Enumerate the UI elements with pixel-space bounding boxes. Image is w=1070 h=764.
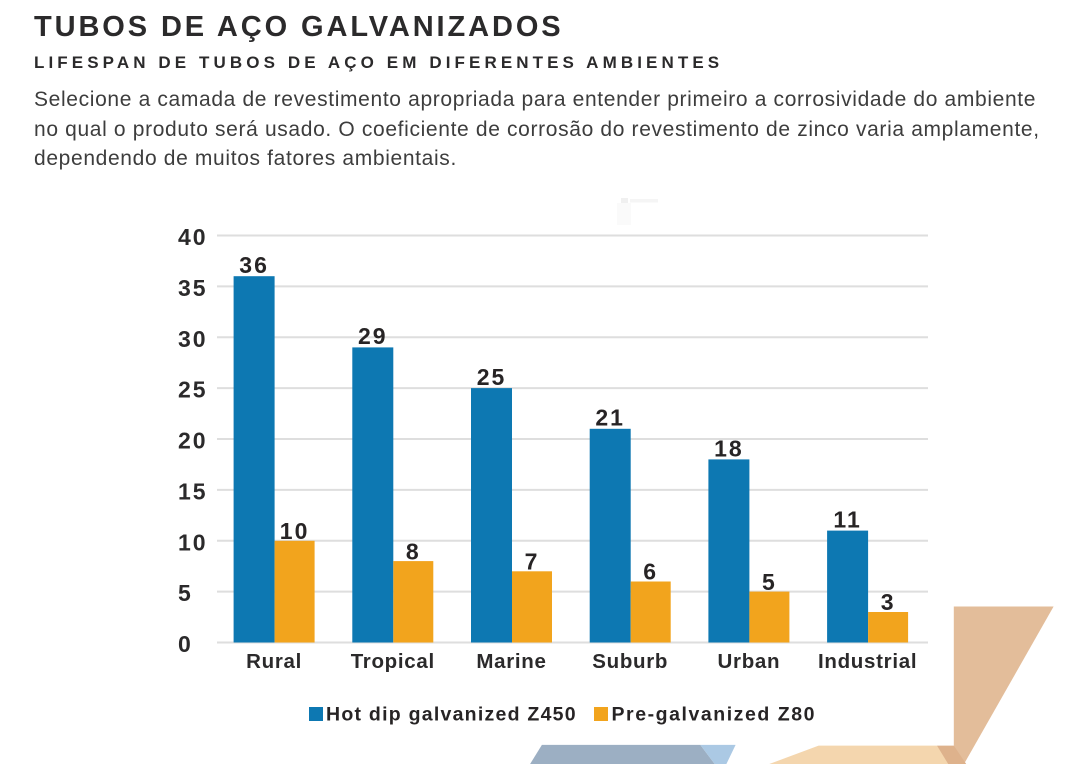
svg-text:29: 29 (358, 323, 388, 349)
svg-text:Rural: Rural (246, 650, 302, 673)
svg-text:10: 10 (178, 529, 208, 555)
svg-text:7: 7 (525, 549, 540, 575)
svg-text:20: 20 (178, 428, 208, 454)
svg-text:Hot dip galvanized Z450: Hot dip galvanized Z450 (326, 704, 577, 726)
svg-text:5: 5 (762, 569, 777, 595)
svg-text:10: 10 (280, 518, 310, 544)
svg-text:21: 21 (595, 405, 625, 431)
svg-text:25: 25 (178, 377, 208, 403)
svg-text:Industrial: Industrial (818, 650, 917, 673)
svg-text:5: 5 (178, 580, 193, 606)
svg-text:15: 15 (178, 478, 208, 504)
svg-text:11: 11 (833, 507, 861, 533)
svg-text:Suburb: Suburb (592, 650, 668, 673)
svg-text:6: 6 (643, 559, 658, 585)
svg-text:36: 36 (239, 252, 269, 278)
svg-text:40: 40 (178, 224, 208, 250)
svg-text:Pre-galvanized Z80: Pre-galvanized Z80 (612, 704, 817, 726)
svg-text:Tropical: Tropical (351, 650, 435, 673)
svg-text:0: 0 (178, 631, 193, 657)
svg-text:30: 30 (178, 326, 208, 352)
svg-text:8: 8 (406, 538, 421, 564)
svg-text:25: 25 (477, 364, 507, 390)
svg-text:35: 35 (178, 275, 208, 301)
svg-text:18: 18 (714, 435, 744, 461)
svg-text:Urban: Urban (718, 650, 781, 673)
svg-text:3: 3 (881, 589, 896, 615)
svg-text:Marine: Marine (476, 650, 546, 673)
